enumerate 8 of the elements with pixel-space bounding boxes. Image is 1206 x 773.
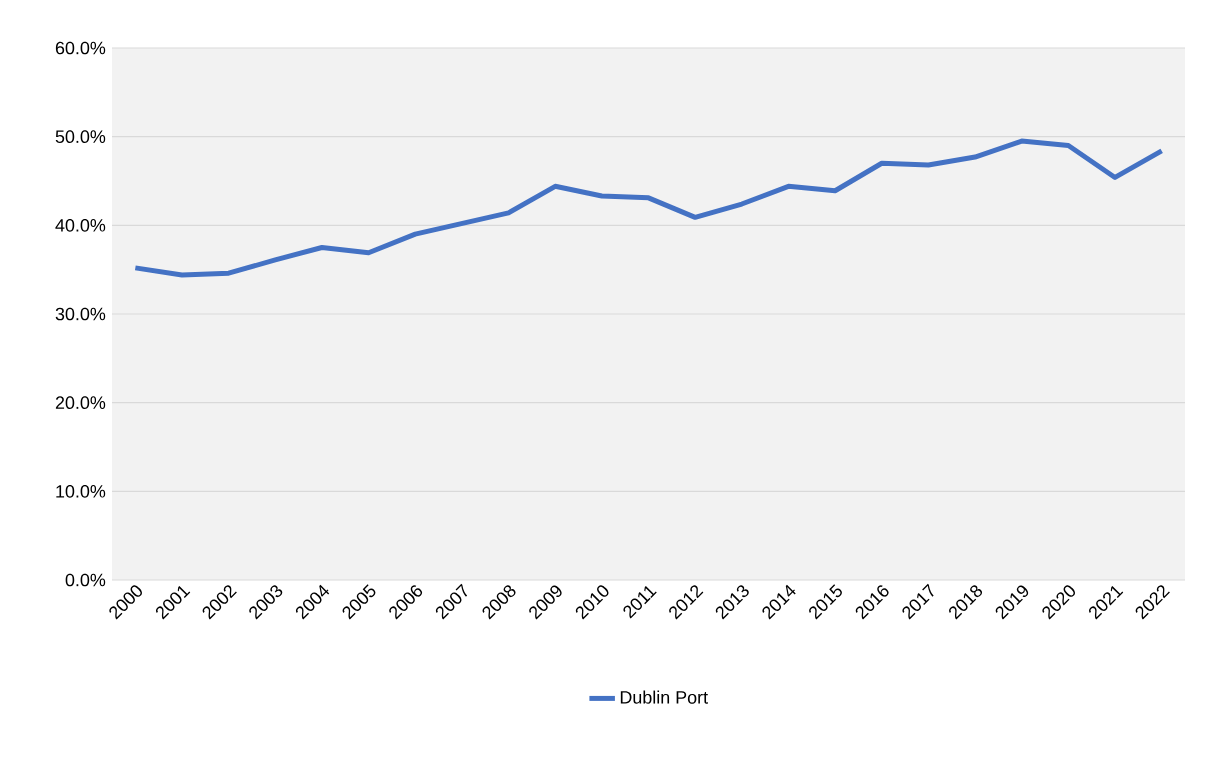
- y-tick-label: 30.0%: [55, 307, 106, 321]
- y-tick-label: 50.0%: [55, 130, 106, 143]
- legend-label: Dublin Port: [620, 690, 708, 704]
- y-tick-label: 40.0%: [55, 218, 106, 232]
- y-tick-label: 20.0%: [55, 396, 106, 409]
- y-tick-label: 60.0%: [55, 41, 106, 55]
- y-tick-label: 0.0%: [65, 573, 106, 587]
- y-tick-label: 10.0%: [56, 484, 106, 498]
